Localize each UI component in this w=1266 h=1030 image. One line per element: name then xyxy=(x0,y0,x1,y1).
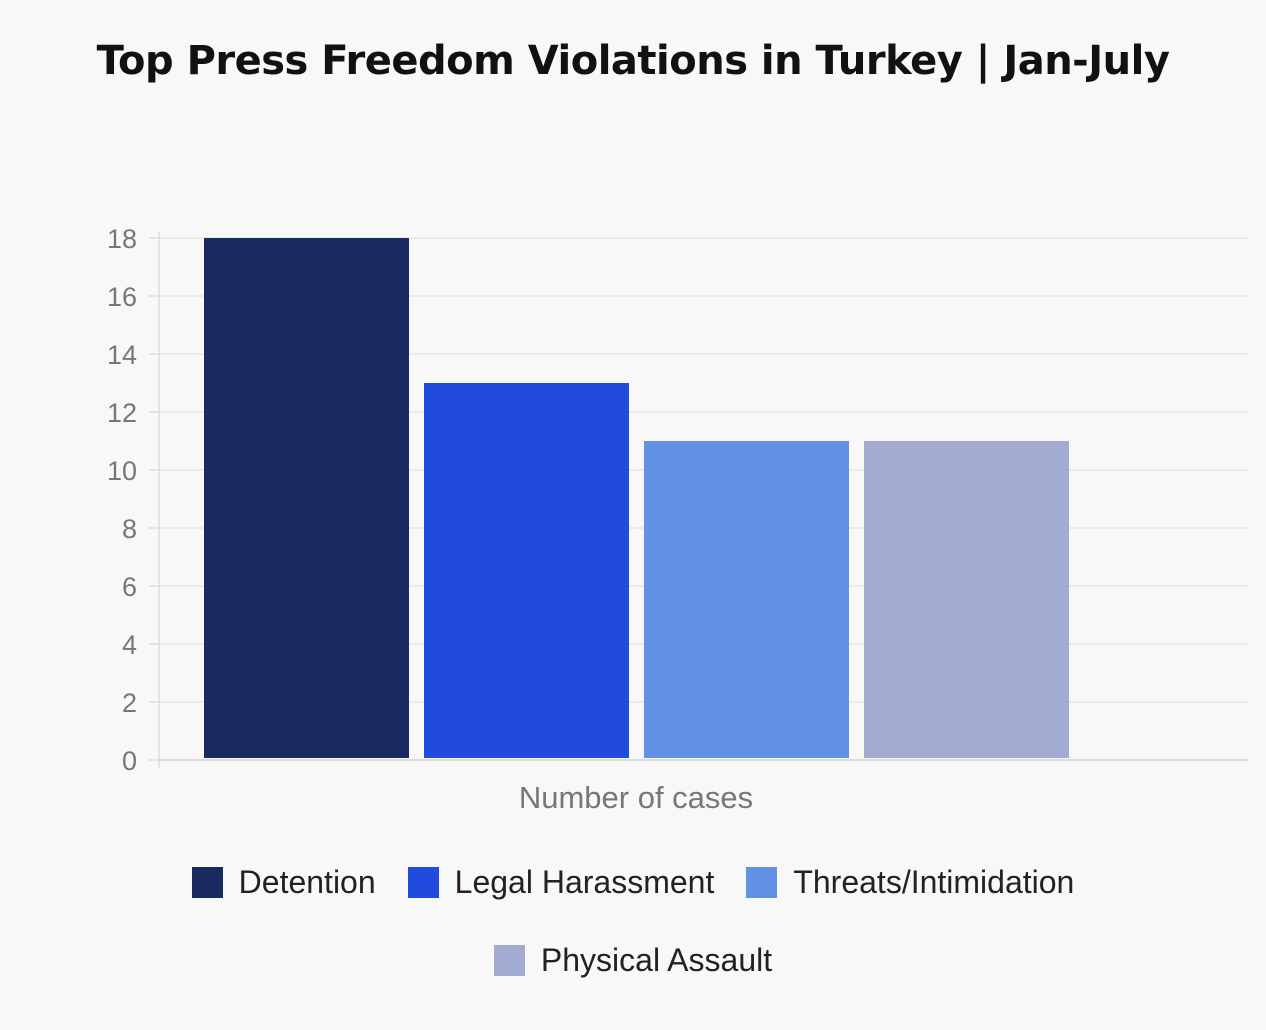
bar-legal-harassment[interactable] xyxy=(424,383,629,758)
y-tick-label: 0 xyxy=(122,746,137,776)
y-tick-labels: 0 2 4 6 8 10 12 14 16 18 xyxy=(107,224,137,776)
x-axis-title: Number of cases xyxy=(519,780,753,815)
legend-swatch xyxy=(493,944,525,976)
legend-label: Detention xyxy=(238,863,376,900)
y-tick-label: 4 xyxy=(122,630,137,660)
bar-threats-intimidation[interactable] xyxy=(644,441,849,758)
y-tick-label: 18 xyxy=(107,224,137,254)
legend: Detention Legal Harassment Threats/Intimid… xyxy=(140,860,1126,982)
y-tick-label: 6 xyxy=(122,572,137,602)
legend-swatch xyxy=(746,866,778,898)
bars xyxy=(204,238,1069,758)
legend-item-legal-harassment[interactable]: Legal Harassment xyxy=(407,860,715,904)
bar-detention[interactable] xyxy=(204,238,409,758)
y-tick-label: 10 xyxy=(107,456,137,486)
legend-swatch xyxy=(407,866,439,898)
legend-item-detention[interactable]: Detention xyxy=(191,860,376,904)
bar-chart: 0 2 4 6 8 10 12 14 16 18 Number of cases xyxy=(107,224,1248,815)
y-tick-label: 8 xyxy=(122,514,137,544)
y-tick-label: 14 xyxy=(107,340,137,370)
axes xyxy=(149,232,160,768)
chart-title: Top Press Freedom Violations in Turkey |… xyxy=(96,38,1170,84)
legend-item-threats-intimidation[interactable]: Threats/Intimidation xyxy=(746,860,1074,904)
bar-physical-assault[interactable] xyxy=(864,441,1069,758)
legend-swatch xyxy=(191,866,223,898)
legend-label: Physical Assault xyxy=(540,941,773,978)
y-tick-label: 12 xyxy=(107,398,137,428)
legend-label: Threats/Intimidation xyxy=(793,863,1075,900)
legend-label: Legal Harassment xyxy=(454,863,715,900)
y-tick-label: 16 xyxy=(107,282,137,312)
legend-item-physical-assault[interactable]: Physical Assault xyxy=(493,938,773,982)
y-tick-label: 2 xyxy=(122,688,137,718)
